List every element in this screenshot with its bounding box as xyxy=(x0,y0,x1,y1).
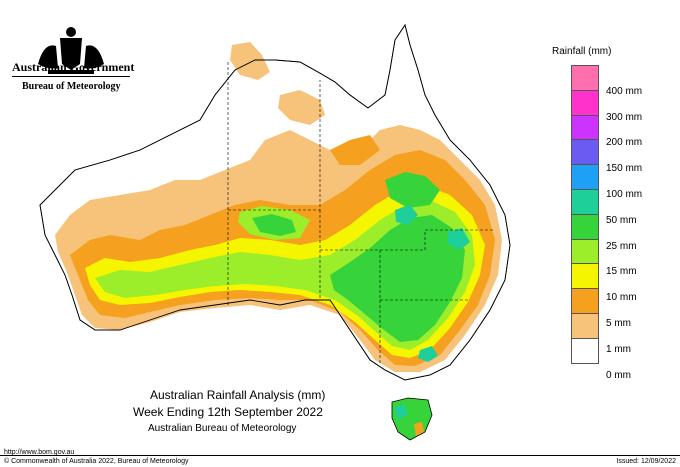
legend-swatch xyxy=(571,288,599,314)
legend-swatch xyxy=(571,238,599,265)
legend-swatch xyxy=(571,337,599,364)
legend-label: 25 mm xyxy=(606,240,637,252)
government-name: Australian Government xyxy=(12,60,135,74)
issued-date: Issued: 12/09/2022 xyxy=(616,458,676,465)
legend-label: 10 mm xyxy=(606,292,637,304)
legend-swatch xyxy=(571,114,599,141)
legend-swatch xyxy=(571,263,599,290)
map-source: Australian Bureau of Meteorology xyxy=(148,423,297,434)
legend-swatch xyxy=(571,139,599,166)
legend-swatch xyxy=(571,89,599,116)
copyright-text: © Commonwealth of Australia 2022, Bureau… xyxy=(4,458,189,465)
map-period: Week Ending 12th September 2022 xyxy=(133,405,323,419)
rain-zone-50mm xyxy=(395,205,470,362)
bureau-name: Bureau of Meteorology xyxy=(22,81,121,92)
coat-of-arms-logo xyxy=(38,27,104,74)
legend-swatch xyxy=(571,312,599,339)
footer-divider xyxy=(0,455,680,456)
header-divider xyxy=(12,76,130,77)
state-borders xyxy=(227,62,495,365)
legend-label: 300 mm xyxy=(606,111,643,123)
legend-label: 1 mm xyxy=(606,343,631,355)
rainfall-legend xyxy=(571,65,599,364)
legend-swatch xyxy=(571,164,599,190)
legend-label: 0 mm xyxy=(606,369,631,381)
bom-url-link[interactable]: http://www.bom.gov.au xyxy=(4,449,75,456)
legend-label: 400 mm xyxy=(606,85,643,97)
legend-label: 100 mm xyxy=(606,189,643,200)
legend-label: 15 mm xyxy=(606,266,637,278)
rain-zone-25mm xyxy=(252,172,465,342)
legend-swatch xyxy=(571,213,599,240)
legend-label: 5 mm xyxy=(606,318,631,329)
legend-swatch xyxy=(571,188,599,215)
legend-title: Rainfall (mm) xyxy=(552,46,612,57)
map-title: Australian Rainfall Analysis (mm) xyxy=(150,388,326,402)
legend-swatch xyxy=(571,65,599,91)
tasmania xyxy=(391,397,433,441)
legend-label: 150 mm xyxy=(606,163,643,175)
coastline xyxy=(39,23,511,381)
legend-label: 50 mm xyxy=(606,214,637,226)
legend-label: 200 mm xyxy=(606,137,643,149)
